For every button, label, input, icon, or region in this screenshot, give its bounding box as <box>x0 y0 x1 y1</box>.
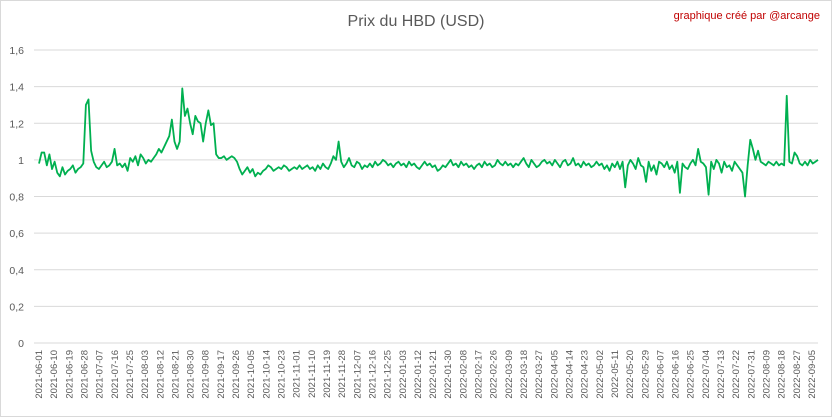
x-tick-label: 2021-09-17 <box>216 350 227 399</box>
x-tick-label: 2022-05-02 <box>595 350 606 399</box>
y-tick-label: 0 <box>18 338 24 350</box>
x-tick-label: 2021-12-25 <box>383 350 394 399</box>
gridlines <box>34 49 818 344</box>
x-tick-label: 2021-06-19 <box>64 350 75 399</box>
y-axis-ticks: 0 0,2 0,4 0,6 0,8 1 1,2 1,4 1,6 <box>9 45 24 350</box>
x-tick-label: 2022-04-05 <box>549 350 560 399</box>
x-tick-label: 2021-11-01 <box>292 350 303 398</box>
x-tick-label: 2022-04-14 <box>564 350 575 399</box>
x-tick-label: 2022-08-09 <box>762 350 773 399</box>
x-tick-label: 2022-06-25 <box>686 350 697 399</box>
x-tick-label: 2021-10-14 <box>261 350 272 399</box>
x-tick-label: 2022-06-07 <box>655 350 666 399</box>
x-tick-label: 2022-05-11 <box>610 350 621 398</box>
x-tick-label: 2021-06-28 <box>79 350 90 399</box>
chart-credit: graphique créé par @arcange <box>673 10 820 22</box>
x-tick-label: 2021-08-21 <box>170 350 181 399</box>
x-tick-label: 2022-09-05 <box>807 350 818 399</box>
y-tick-label: 0,4 <box>9 265 24 277</box>
x-tick-label: 2022-04-23 <box>580 350 591 399</box>
x-tick-label: 2022-03-27 <box>534 350 545 399</box>
series-line <box>38 87 819 198</box>
x-tick-label: 2021-07-07 <box>95 350 106 399</box>
x-tick-label: 2022-02-08 <box>458 350 469 399</box>
x-tick-label: 2021-10-23 <box>277 350 288 399</box>
x-tick-label: 2022-01-03 <box>398 350 409 399</box>
x-tick-label: 2022-03-18 <box>519 350 530 399</box>
x-tick-label: 2021-09-08 <box>201 350 212 399</box>
x-tick-label: 2022-05-29 <box>640 350 651 399</box>
x-tick-label: 2021-11-10 <box>307 350 318 398</box>
y-tick-label: 0,6 <box>9 228 24 240</box>
x-tick-label: 2021-09-26 <box>231 350 242 399</box>
x-tick-label: 2022-01-30 <box>443 350 454 399</box>
x-tick-label: 2022-03-09 <box>504 350 515 399</box>
x-tick-label: 2021-07-25 <box>125 350 136 399</box>
x-tick-label: 2021-11-19 <box>322 350 333 398</box>
x-tick-label: 2022-02-26 <box>489 350 500 399</box>
x-axis-ticks: 2021-06-01 2021-06-10 2021-06-19 2021-06-28… <box>34 350 818 399</box>
x-tick-label: 2022-08-18 <box>777 350 788 399</box>
x-tick-label: 2021-07-16 <box>110 350 121 399</box>
x-tick-label: 2021-12-07 <box>352 350 363 399</box>
x-tick-label: 2022-06-16 <box>671 350 682 399</box>
x-tick-label: 2021-10-05 <box>246 350 257 399</box>
x-tick-label: 2022-07-31 <box>746 350 757 399</box>
x-tick-label: 2022-08-27 <box>792 350 803 399</box>
y-tick-label: 0,8 <box>9 192 24 204</box>
x-tick-label: 2021-11-28 <box>337 350 348 398</box>
y-tick-label: 1 <box>18 155 24 167</box>
x-tick-label: 2022-07-04 <box>701 350 712 399</box>
x-tick-label: 2022-05-20 <box>625 350 636 399</box>
x-tick-label: 2022-07-22 <box>731 350 742 399</box>
chart-title: Prix du HBD (USD) <box>347 13 485 30</box>
x-tick-label: 2021-06-01 <box>34 350 45 399</box>
x-tick-label: 2022-07-13 <box>716 350 727 399</box>
x-tick-label: 2021-08-03 <box>140 350 151 399</box>
y-tick-label: 1,4 <box>9 82 24 94</box>
x-tick-label: 2021-08-30 <box>186 350 197 399</box>
y-tick-label: 1,2 <box>9 118 24 130</box>
x-tick-label: 2022-01-12 <box>413 350 424 399</box>
y-tick-label: 1,6 <box>9 45 24 57</box>
x-tick-label: 2021-08-12 <box>155 350 166 399</box>
x-tick-label: 2022-02-17 <box>474 350 485 399</box>
y-tick-label: 0,2 <box>9 301 24 313</box>
x-tick-label: 2022-01-21 <box>428 350 439 399</box>
x-tick-label: 2021-06-10 <box>49 350 60 399</box>
x-tick-label: 2021-12-16 <box>367 350 378 399</box>
